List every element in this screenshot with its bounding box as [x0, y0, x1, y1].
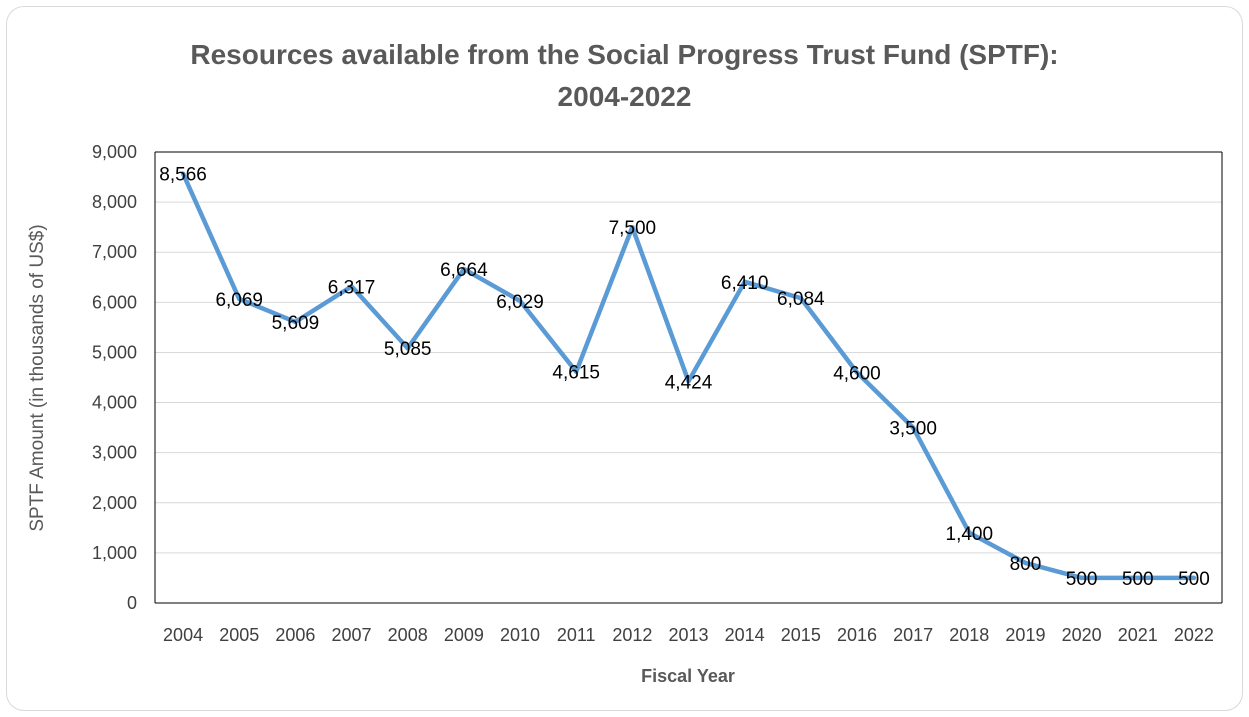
- x-tick-label: 2005: [219, 625, 259, 645]
- data-point: [910, 425, 916, 430]
- data-point: [1135, 575, 1140, 581]
- data-point: [461, 266, 467, 272]
- x-tick-labels: 2004 2005 2006 2007 2008 2009 2010 2011 2012 2013…: [163, 625, 1214, 645]
- y-tick-labels: 0 1,000 2,000 3,000 4,000 5,000 6,000 7,000 8,00…: [92, 142, 137, 613]
- data-label: 6,410: [721, 273, 769, 294]
- x-tick-label: 2004: [163, 625, 203, 645]
- chart-area: [6, 6, 1243, 711]
- y-tick-label: 6,000: [92, 292, 137, 312]
- data-point: [405, 345, 410, 351]
- data-label: 6,084: [777, 289, 825, 310]
- data-point: [573, 369, 579, 374]
- data-label: 3,500: [889, 419, 937, 440]
- data-label: 6,664: [440, 260, 488, 281]
- data-point: [1023, 560, 1028, 566]
- x-tick-label: 2006: [275, 625, 315, 645]
- data-labels: 8,566 6,069 5,609 6,317 5,085 6,664 6,029 4,615…: [159, 165, 1209, 590]
- x-tick-label: 2012: [612, 625, 652, 645]
- x-tick-label: 2018: [949, 625, 989, 645]
- data-point: [967, 530, 972, 536]
- x-tick-label: 2008: [388, 625, 428, 645]
- chart-title-line-2: 2004-2022: [557, 81, 692, 112]
- x-tick-label: 2010: [500, 625, 540, 645]
- data-label: 4,600: [833, 363, 881, 384]
- data-label: 4,615: [552, 363, 600, 384]
- data-label: 800: [1010, 554, 1042, 575]
- y-tick-label: 8,000: [92, 192, 137, 212]
- x-tick-label: 2009: [444, 625, 484, 645]
- data-point: [798, 295, 804, 301]
- y-axis-title: SPTF Amount (in thousands of US$): [27, 224, 48, 531]
- x-tick-label: 2011: [557, 625, 596, 645]
- y-tick-label: 4,000: [92, 393, 137, 413]
- data-label: 5,609: [272, 313, 320, 334]
- y-tick-label: 2,000: [92, 493, 137, 513]
- x-tick-label: 2014: [725, 625, 765, 645]
- data-label: 6,069: [215, 290, 263, 311]
- data-label: 8,566: [159, 165, 207, 186]
- data-point: [293, 319, 298, 325]
- series-line-group: [180, 171, 1197, 581]
- x-tick-label: 2019: [1005, 625, 1045, 645]
- data-label: 6,317: [328, 277, 376, 298]
- y-tick-label: 3,000: [92, 443, 137, 463]
- data-label: 500: [1178, 569, 1210, 590]
- data-point: [742, 279, 747, 284]
- data-point: [349, 284, 354, 289]
- data-label: 4,424: [665, 372, 713, 393]
- data-point: [237, 296, 242, 302]
- y-tick-label: 1,000: [92, 543, 137, 563]
- x-tick-label: 2021: [1118, 625, 1158, 645]
- data-point: [517, 298, 523, 304]
- data-label: 1,400: [946, 524, 994, 545]
- y-tick-label: 5,000: [92, 342, 137, 362]
- x-tick-label: 2015: [781, 625, 821, 645]
- data-label: 6,029: [496, 292, 544, 313]
- chart-title: Resources available from the Social Prog…: [0, 34, 1249, 118]
- y-tick-label: 0: [127, 593, 137, 613]
- x-axis-title: Fiscal Year: [641, 666, 735, 686]
- axes: [154, 151, 1223, 604]
- data-point: [180, 171, 186, 176]
- x-tick-label: 2017: [893, 625, 933, 645]
- x-tick-label: 2022: [1174, 625, 1214, 645]
- gridlines: [155, 201, 1222, 554]
- x-tick-label: 2013: [668, 625, 708, 645]
- data-point: [686, 379, 691, 384]
- data-point: [1191, 575, 1197, 581]
- x-tick-label: 2020: [1062, 625, 1102, 645]
- data-point: [854, 370, 860, 375]
- data-label: 7,500: [609, 218, 657, 239]
- x-tick-label: 2007: [332, 625, 372, 645]
- data-label: 5,085: [384, 339, 432, 360]
- y-tick-label: 7,000: [92, 242, 137, 262]
- chart-title-line-1: Resources available from the Social Prog…: [190, 39, 1059, 70]
- y-tick-label: 9,000: [92, 142, 137, 162]
- x-tick-label: 2016: [837, 625, 877, 645]
- data-label: 500: [1122, 569, 1154, 590]
- data-point: [1079, 575, 1084, 581]
- data-point: [630, 224, 635, 230]
- data-label: 500: [1066, 569, 1098, 590]
